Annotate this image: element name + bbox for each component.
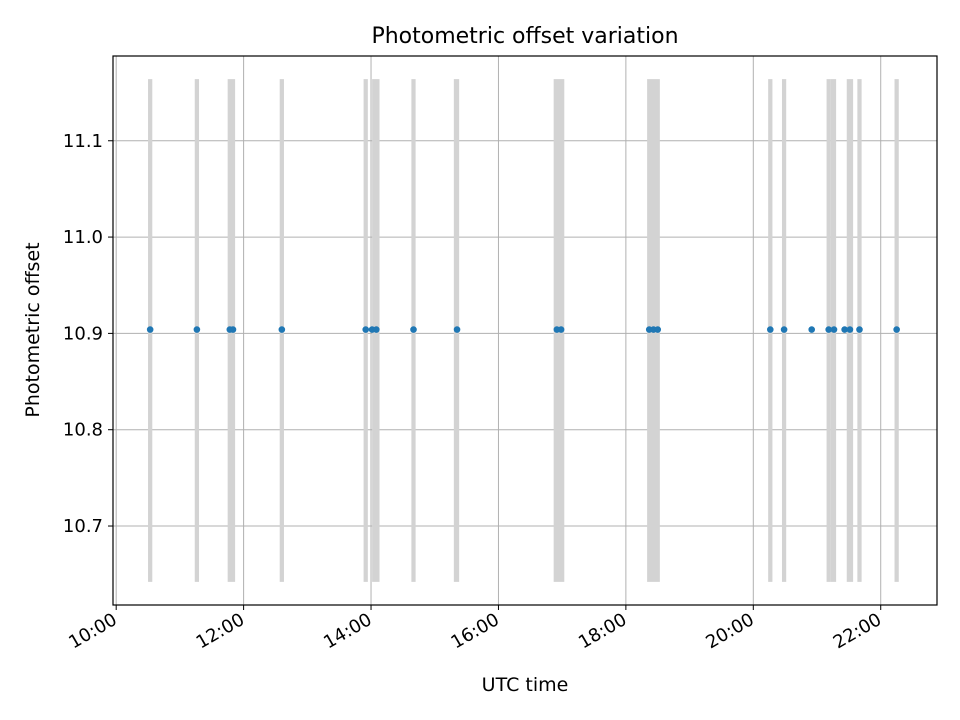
data-point	[841, 326, 848, 333]
data-point	[453, 326, 461, 333]
data-point	[856, 326, 863, 333]
y-tick-label: 10.7	[63, 516, 103, 537]
y-axis-ticks: 10.7 10.8 10.9 11.0 11.1	[63, 131, 113, 537]
x-tick-label: 20:00	[702, 609, 757, 653]
data-point	[410, 326, 417, 333]
y-tick-label: 10.8	[63, 420, 103, 441]
data-point	[193, 326, 201, 333]
data-point	[830, 326, 838, 333]
data-point	[278, 326, 286, 333]
data-point	[557, 326, 565, 333]
data-point	[893, 326, 900, 333]
data-point	[654, 326, 662, 333]
y-tick-label: 11.1	[63, 131, 103, 152]
x-axis-ticks: 10:00 12:00 14:00 16:00 18:00 20:00 22:00	[65, 605, 885, 653]
chart-title: Photometric offset variation	[371, 24, 678, 49]
x-axis-label: UTC time	[482, 674, 569, 696]
data-point	[373, 326, 380, 333]
y-axis-label: Photometric offset	[22, 242, 44, 417]
x-tick-label: 12:00	[193, 609, 248, 653]
x-tick-label: 22:00	[830, 609, 885, 653]
x-tick-label: 16:00	[448, 609, 503, 653]
data-point	[229, 326, 237, 333]
data-point	[362, 326, 370, 333]
data-point	[780, 326, 788, 333]
data-point	[808, 326, 816, 333]
data-point	[146, 326, 154, 333]
data-point	[766, 326, 774, 333]
data-points	[146, 326, 900, 333]
grid	[113, 56, 937, 605]
y-tick-label: 10.9	[63, 323, 103, 344]
y-tick-label: 11.0	[63, 227, 103, 248]
x-tick-label: 18:00	[575, 609, 630, 653]
data-point	[825, 326, 832, 333]
data-point	[846, 326, 854, 333]
x-tick-label: 10:00	[65, 609, 120, 653]
plot-frame	[112, 55, 938, 606]
x-tick-label: 14:00	[320, 609, 375, 653]
